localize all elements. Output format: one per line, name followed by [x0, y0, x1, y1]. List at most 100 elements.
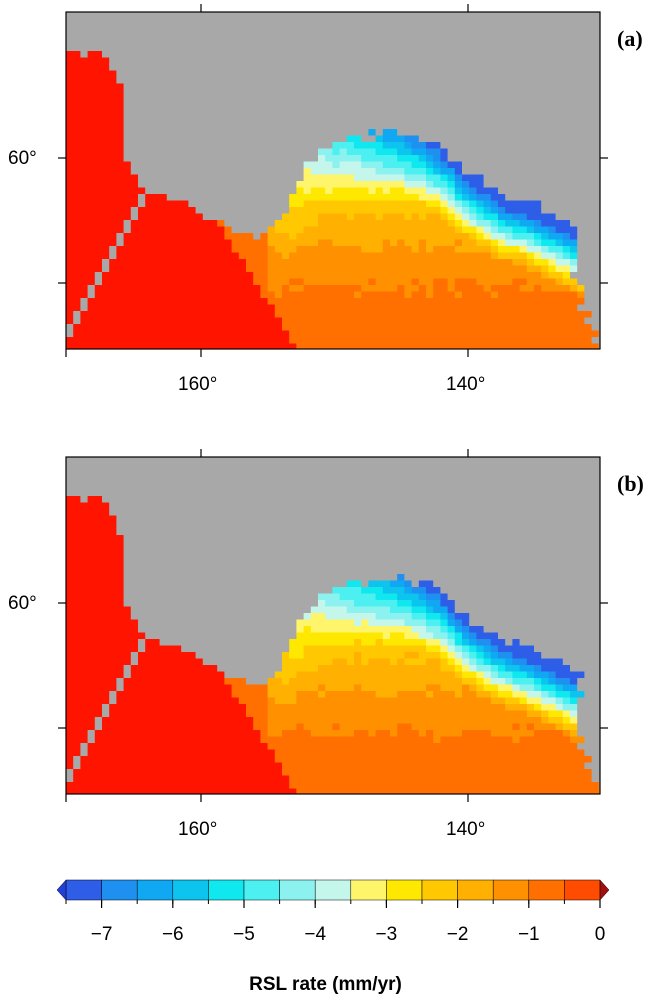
rsl-cell [138, 317, 146, 325]
rsl-cell [66, 717, 74, 725]
land-cell [210, 619, 218, 627]
land-cell [123, 587, 132, 595]
land-cell [123, 116, 132, 124]
rsl-cell [274, 343, 283, 349]
rsl-cell [548, 285, 557, 293]
rsl-cell [231, 233, 240, 241]
rsl-cell [289, 278, 297, 286]
land-cell [260, 161, 269, 169]
rsl-cell [116, 324, 125, 332]
land-cell [382, 57, 391, 65]
land-cell [174, 142, 182, 150]
land-cell [483, 12, 492, 20]
land-cell [534, 116, 542, 124]
land-cell [195, 587, 204, 595]
land-cell [390, 109, 398, 117]
rsl-cell [159, 298, 168, 306]
land-cell [181, 148, 189, 156]
land-cell [591, 285, 600, 293]
rsl-cell [174, 749, 182, 757]
land-cell [217, 51, 225, 59]
rsl-cell [469, 174, 477, 182]
rsl-cell [397, 148, 405, 156]
rsl-cell [498, 291, 506, 299]
land-cell [519, 25, 528, 33]
land-cell [174, 496, 182, 504]
rsl-cell [166, 311, 175, 319]
land-cell [562, 122, 571, 130]
rsl-cell [332, 252, 341, 260]
land-cell [548, 96, 557, 104]
rsl-cell [195, 272, 204, 280]
rsl-cell [73, 135, 81, 143]
rsl-cell [303, 272, 312, 280]
land-cell [181, 44, 189, 52]
land-cell [152, 109, 161, 117]
land-cell [289, 44, 297, 52]
land-cell [202, 658, 211, 666]
land-cell [130, 522, 139, 530]
land-cell [555, 57, 564, 65]
rsl-cell [102, 200, 110, 208]
land-cell [339, 83, 348, 91]
rsl-cell [66, 148, 74, 156]
land-cell [325, 135, 333, 143]
land-cell [166, 587, 175, 595]
land-cell [555, 51, 564, 59]
rsl-cell [116, 619, 125, 627]
rsl-cell [159, 246, 168, 254]
rsl-cell [109, 639, 117, 647]
land-cell [224, 116, 233, 124]
land-cell [210, 194, 218, 202]
land-cell [181, 561, 189, 569]
rsl-cell [159, 743, 168, 751]
land-cell [526, 155, 535, 163]
rsl-cell [116, 652, 125, 660]
land-cell [109, 463, 117, 471]
land-cell [562, 70, 571, 78]
rsl-cell [490, 233, 499, 241]
land-cell [109, 509, 117, 517]
land-cell [267, 51, 276, 59]
land-cell [462, 142, 470, 150]
land-cell [354, 90, 362, 98]
rsl-cell [145, 671, 153, 679]
rsl-cell [483, 252, 492, 260]
rsl-cell [210, 671, 218, 679]
land-cell [282, 51, 290, 59]
rsl-cell [404, 148, 413, 156]
land-cell [310, 142, 319, 150]
land-cell [390, 38, 398, 46]
rsl-cell [210, 304, 218, 312]
rsl-cell [87, 554, 96, 562]
land-cell [246, 31, 254, 39]
land-cell [116, 457, 125, 465]
rsl-cell [94, 213, 103, 221]
land-cell [267, 77, 276, 85]
land-cell [483, 142, 492, 150]
land-cell [166, 31, 175, 39]
rsl-cell [390, 135, 398, 143]
rsl-cell [303, 187, 312, 195]
rsl-cell [267, 226, 276, 234]
land-cell [483, 116, 492, 124]
rsl-cell [411, 278, 420, 286]
land-cell [116, 509, 125, 517]
rsl-cell [159, 691, 168, 699]
rsl-cell [490, 317, 499, 325]
rsl-cell [462, 265, 470, 273]
land-cell [166, 606, 175, 614]
rsl-cell [94, 626, 103, 634]
rsl-cell [462, 213, 470, 221]
land-cell [188, 587, 197, 595]
land-cell [246, 116, 254, 124]
land-cell [490, 51, 499, 59]
rsl-cell [152, 252, 161, 260]
rsl-cell [534, 265, 542, 273]
land-cell [224, 44, 233, 52]
rsl-cell [339, 291, 348, 299]
rsl-cell [519, 304, 528, 312]
rsl-cell [325, 317, 333, 325]
land-cell [246, 142, 254, 150]
rsl-cell [73, 528, 81, 536]
